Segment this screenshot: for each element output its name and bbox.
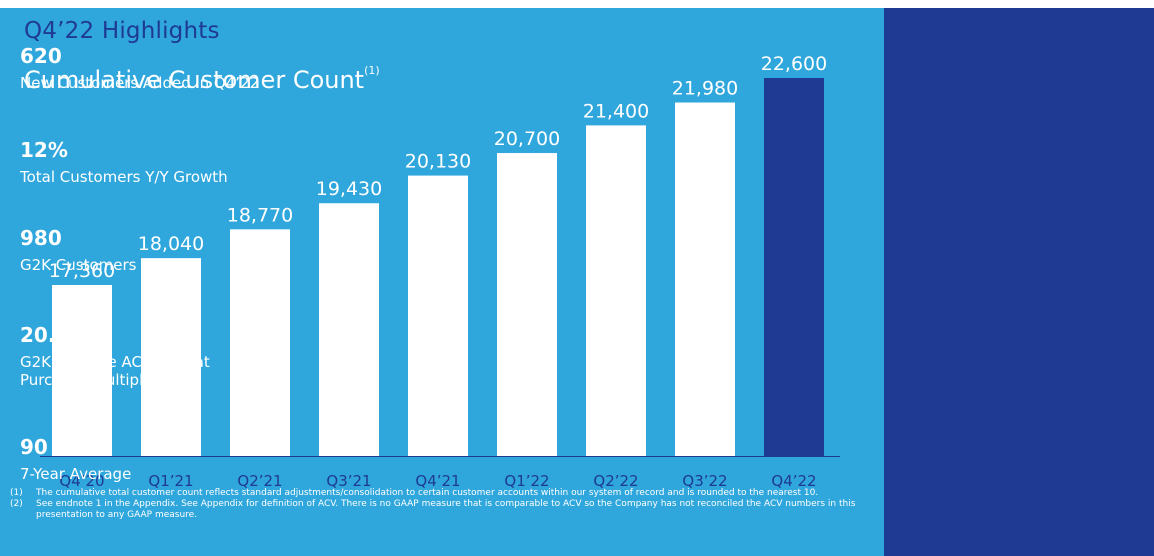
footnotes: (1) The cumulative total customer count … — [10, 488, 870, 521]
x-tick-label: Q2’22 — [593, 472, 638, 490]
bar-chart: 17,360 Q4’20 18,040 Q1’21 18,770 Q2’21 19,430 Q… — [40, 53, 840, 490]
bar-Q4’22 — [764, 78, 824, 456]
kpi-label: G2K Lifetime ACV Repeat Purchase Multipl… — [20, 353, 210, 389]
footnote-number: (1) — [10, 488, 23, 498]
footnote: (2) See endnote 1 in the Appendix. See A… — [10, 499, 870, 521]
kpi-yoy-growth: 12% Total Customers Y/Y Growth — [20, 138, 270, 186]
kpi-value: 20.9x(2) — [20, 318, 99, 347]
footnote: (1) The cumulative total customer count … — [10, 488, 870, 499]
bar-value-label: 22,600 — [761, 53, 827, 75]
kpi-label: Total Customers Y/Y Growth — [20, 168, 228, 186]
kpi-value: 12% — [20, 138, 68, 162]
chart-title-note: (1) — [364, 64, 380, 77]
bar-value-label: 21,980 — [672, 77, 738, 99]
kpi-repeat-purchase-multiple: 20.9x(2) G2K Lifetime ACV Repeat Purchas… — [20, 318, 270, 389]
bar-Q1’22 — [497, 153, 557, 456]
bar-Q2’22 — [586, 125, 646, 457]
bar-value-label: 18,770 — [227, 204, 293, 226]
bar-Q3’21 — [319, 203, 379, 456]
kpi-value: 620 — [20, 44, 62, 68]
kpi-note: (2) — [82, 318, 99, 329]
kpi-g2k-customers: 980 G2K Customers — [20, 226, 270, 274]
kpi-value: 980 — [20, 226, 62, 250]
bar-value-label: 18,040 — [138, 233, 204, 255]
bar-value-label: 21,400 — [583, 100, 649, 122]
bar-value-label: 17,360 — [49, 260, 115, 282]
x-tick-label: Q1’21 — [148, 472, 193, 490]
bar-value-label: 20,700 — [494, 128, 560, 150]
x-tick-label: Q2’21 — [237, 472, 282, 490]
bar-Q4’20 — [52, 285, 112, 456]
x-tick-label: Q4’20 — [59, 472, 104, 490]
bar-Q4’21 — [408, 175, 468, 456]
bar-Q3’22 — [675, 102, 735, 456]
kpi-label: 7-Year Average — [20, 465, 132, 483]
footnote-text: The cumulative total customer count refl… — [36, 488, 819, 498]
chart-title: Cumulative Customer Count(1) — [24, 64, 380, 94]
x-tick-label: Q3’22 — [682, 472, 727, 490]
page-title: Q4’22 Highlights — [24, 18, 220, 44]
x-tick-label: Q3’21 — [326, 472, 371, 490]
kpi-label: G2K Customers — [20, 256, 137, 274]
footnote-number: (2) — [10, 499, 23, 509]
bar-value-label: 19,430 — [316, 178, 382, 200]
bar-Q2’21 — [230, 229, 290, 456]
x-tick-label: Q1’22 — [504, 472, 549, 490]
kpi-panel — [884, 8, 1154, 556]
kpi-value: 90 NPS — [20, 435, 101, 459]
kpi-label: New Customers Added in Q4’22 — [20, 74, 260, 92]
bar-Q1’21 — [141, 258, 201, 456]
chart-title-text: Cumulative Customer Count — [24, 66, 365, 94]
x-tick-label: Q4’21 — [415, 472, 460, 490]
kpi-new-customers: 620 New Customers Added in Q4’22 — [20, 44, 270, 92]
kpi-nps: 90 NPS 7-Year Average — [20, 435, 270, 483]
x-tick-label: Q4’22 — [771, 472, 816, 490]
footnote-text: See endnote 1 in the Appendix. See Appen… — [36, 499, 856, 520]
bar-value-label: 20,130 — [405, 151, 471, 173]
